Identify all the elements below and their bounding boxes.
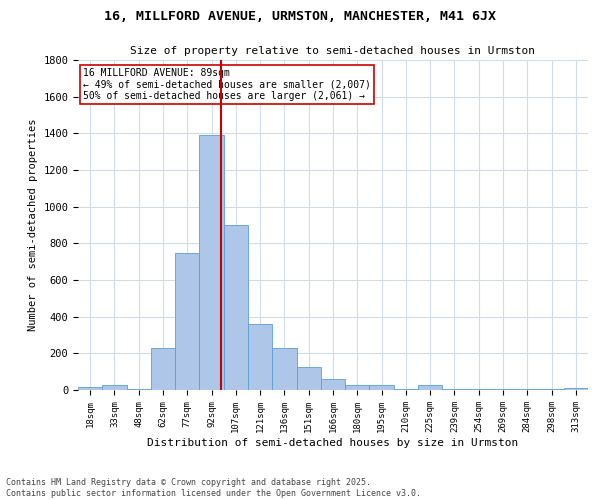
Bar [296,367,321,390]
Text: 16, MILLFORD AVENUE, URMSTON, MANCHESTER, M41 6JX: 16, MILLFORD AVENUE, URMSTON, MANCHESTER… [104,10,496,23]
Title: Size of property relative to semi-detached houses in Urmston: Size of property relative to semi-detach… [131,46,536,56]
Bar [515,389,539,390]
Bar [467,389,491,390]
Bar [370,384,394,390]
Bar [102,386,127,390]
Bar [248,324,272,390]
Bar [321,379,345,390]
Bar [418,386,442,390]
Bar [539,389,564,390]
Y-axis label: Number of semi-detached properties: Number of semi-detached properties [28,118,38,331]
Bar [151,348,175,390]
Text: 16 MILLFORD AVENUE: 89sqm
← 49% of semi-detached houses are smaller (2,007)
50% : 16 MILLFORD AVENUE: 89sqm ← 49% of semi-… [83,68,371,102]
X-axis label: Distribution of semi-detached houses by size in Urmston: Distribution of semi-detached houses by … [148,438,518,448]
Bar [564,388,588,390]
Bar [394,389,418,390]
Bar [127,389,151,390]
Bar [224,225,248,390]
Bar [272,348,296,390]
Bar [78,387,102,390]
Bar [442,389,467,390]
Bar [491,389,515,390]
Bar [345,384,370,390]
Bar [175,252,199,390]
Bar [199,135,224,390]
Text: Contains HM Land Registry data © Crown copyright and database right 2025.
Contai: Contains HM Land Registry data © Crown c… [6,478,421,498]
